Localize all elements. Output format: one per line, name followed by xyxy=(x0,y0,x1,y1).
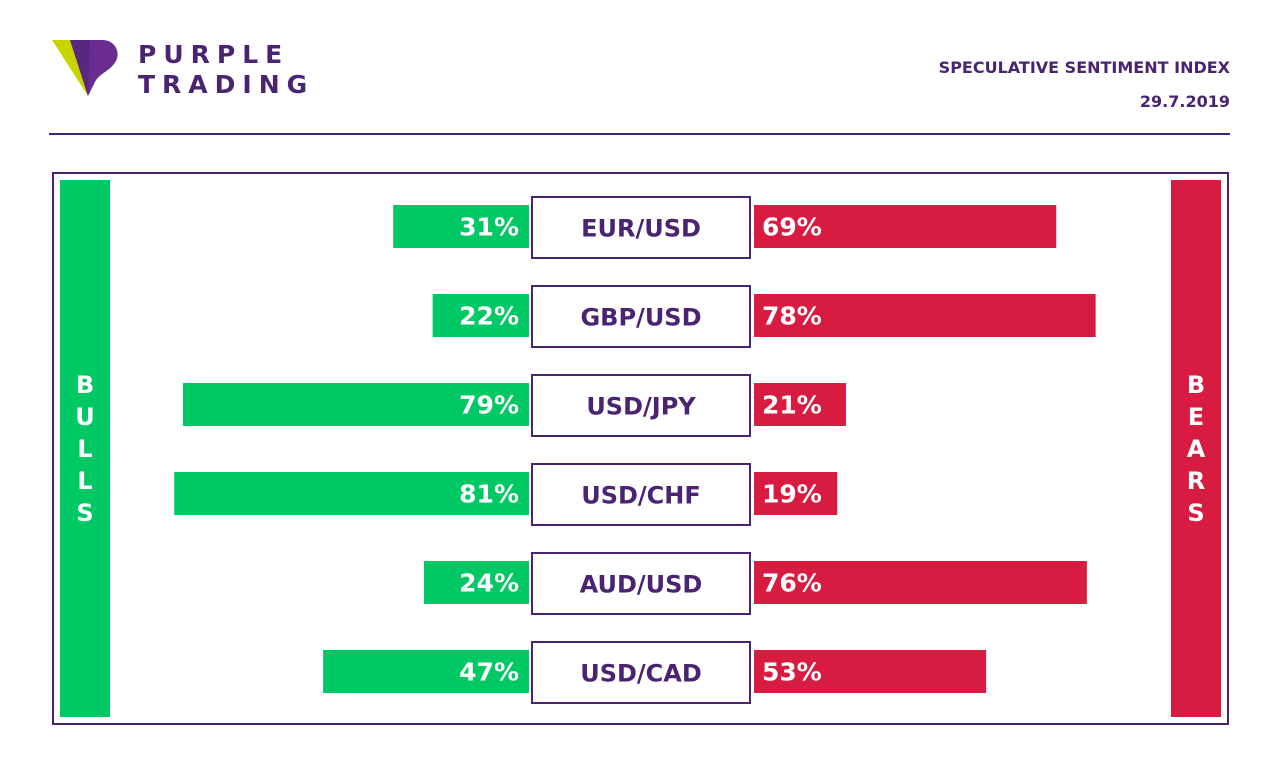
bulls-label-letter: S xyxy=(76,498,94,527)
pair-label: USD/CAD xyxy=(580,660,702,688)
bulls-label-letter: L xyxy=(77,434,93,463)
brand-name-line1: PURPLE xyxy=(138,40,290,69)
bulls-value-label: 22% xyxy=(459,302,519,331)
bulls-bar-3 xyxy=(174,472,529,515)
bulls-bar-4 xyxy=(423,561,529,604)
bears-value-label: 78% xyxy=(762,302,822,331)
header-divider xyxy=(49,133,1230,135)
pair-label: USD/JPY xyxy=(586,393,696,421)
purple-trading-logo-icon xyxy=(52,40,118,96)
bears-label-letter: E xyxy=(1187,402,1205,431)
bears-bar-0 xyxy=(754,205,1057,248)
pair-box xyxy=(531,641,751,704)
brand-name-line2: TRADING xyxy=(138,70,315,99)
bulls-label-letter: B xyxy=(75,370,95,399)
chart-frame xyxy=(52,172,1229,725)
bears-bar-4 xyxy=(754,561,1087,604)
bulls-label-letter: U xyxy=(75,402,95,431)
bears-label-letter: R xyxy=(1186,466,1206,495)
bulls-bar-5 xyxy=(323,650,529,693)
bulls-value-label: 81% xyxy=(459,480,519,509)
pair-box xyxy=(531,552,751,615)
bulls-value-label: 24% xyxy=(459,569,519,598)
bears-value-label: 53% xyxy=(762,658,822,687)
bulls-bar-1 xyxy=(432,294,529,337)
pair-label: EUR/USD xyxy=(581,215,701,243)
bulls-value-label: 47% xyxy=(459,658,519,687)
bears-value-label: 21% xyxy=(762,391,822,420)
bulls-label-letter: L xyxy=(77,466,93,495)
bears-bar-3 xyxy=(754,472,838,515)
bulls-value-label: 31% xyxy=(459,213,519,242)
pair-label: USD/CHF xyxy=(581,482,701,510)
bears-bar-5 xyxy=(754,650,987,693)
bulls-bar-2 xyxy=(182,383,530,426)
pair-label: AUD/USD xyxy=(580,571,703,599)
bulls-value-label: 79% xyxy=(459,391,519,420)
brand-name: PURPLE TRADING xyxy=(138,40,314,100)
bears-value-label: 19% xyxy=(762,480,822,509)
bulls-bar-0 xyxy=(393,205,529,248)
pair-box xyxy=(531,463,751,526)
pair-box xyxy=(531,196,751,259)
bears-label-letter: S xyxy=(1187,498,1205,527)
pair-label: GBP/USD xyxy=(580,304,701,332)
bears-label-letter: B xyxy=(1186,370,1206,399)
pair-box xyxy=(531,285,751,348)
bears-bar-1 xyxy=(754,294,1096,337)
report-title: SPECULATIVE SENTIMENT INDEX xyxy=(938,58,1230,77)
pair-box xyxy=(531,374,751,437)
bears-bar-2 xyxy=(754,383,846,426)
bears-value-label: 69% xyxy=(762,213,822,242)
bears-label-letter: A xyxy=(1186,434,1206,463)
report-date: 29.7.2019 xyxy=(1139,92,1230,111)
bears-value-label: 76% xyxy=(762,569,822,598)
